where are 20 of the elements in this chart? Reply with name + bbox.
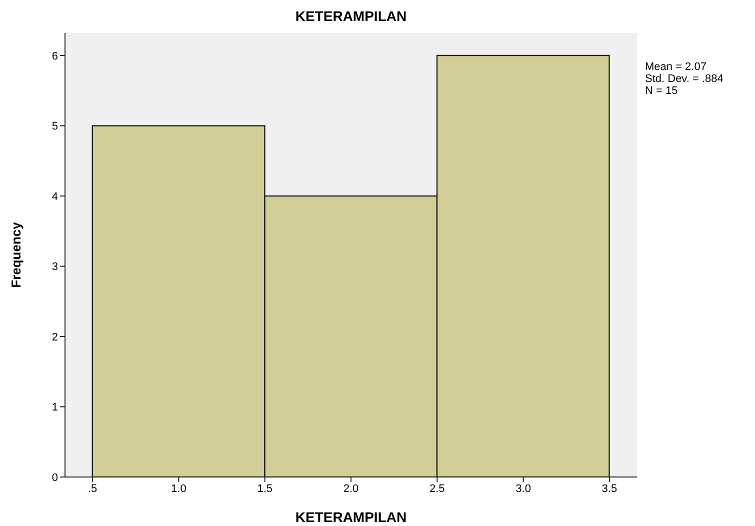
x-tick-label: 3.0 (516, 482, 531, 495)
text: Std. Dev. = .884 (645, 73, 724, 85)
x-tick-label: 2.0 (343, 482, 359, 495)
text: N = 15 (645, 85, 679, 97)
y-tick-label: 0 (52, 472, 58, 484)
x-axis-title: KETERAMPILAN (295, 509, 407, 525)
x-tick-label: 1.0 (171, 482, 186, 495)
x-tick-label: 1.5 (257, 482, 273, 495)
text: Mean = 2.07 (645, 61, 708, 73)
y-tick-label: 2 (52, 331, 58, 344)
y-axis-title: Frequency (8, 221, 24, 288)
x-tick-label: .5 (88, 482, 98, 495)
y-tick-label: 4 (52, 190, 58, 203)
y-tick-label: 6 (52, 50, 58, 62)
chart-title: KETERAMPILAN (294, 8, 408, 24)
y-tick-label: 1 (52, 402, 58, 414)
y-tick-label: 5 (52, 120, 58, 133)
y-tick-label: 3 (52, 261, 58, 274)
x-tick-label: 2.5 (429, 482, 445, 495)
x-tick-label: 3.5 (602, 482, 618, 495)
